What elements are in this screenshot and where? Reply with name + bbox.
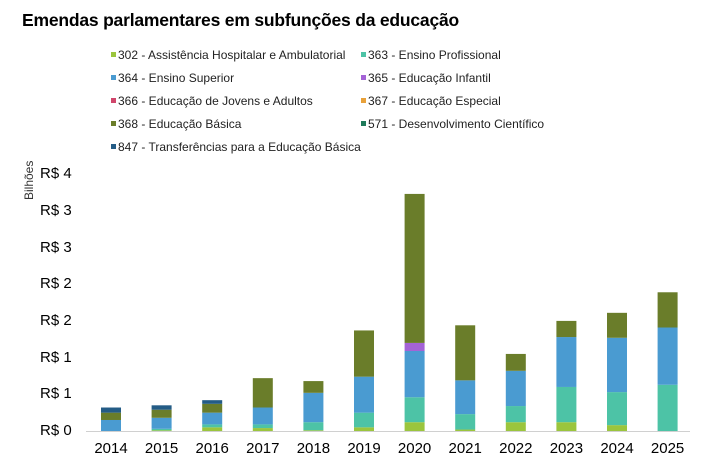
bar-segment [354, 330, 374, 377]
legend-label: 368 - Educação Básica [118, 117, 242, 131]
legend-swatch [361, 121, 366, 127]
bar-segment [202, 412, 223, 425]
bar-segment [657, 384, 678, 431]
legend-item: 847 - Transferências para a Educação Bás… [111, 140, 361, 154]
legend-swatch [361, 75, 366, 81]
legend-item: 367 - Educação Especial [361, 94, 501, 108]
x-tick-label: 2019 [347, 440, 380, 457]
bar-segment [607, 425, 627, 431]
bar-segment [505, 406, 526, 423]
bar-segment [505, 353, 526, 371]
bar-segment [151, 428, 172, 431]
bar-segment [252, 407, 273, 425]
legend-swatch [111, 98, 116, 104]
x-tick-label: 2015 [145, 440, 178, 457]
legend-swatch [111, 144, 116, 150]
legend-item: 363 - Ensino Profissional [361, 48, 501, 62]
x-tick-label: 2014 [94, 440, 127, 457]
y-tick-label: R$ 2 [40, 275, 72, 293]
bar-segment [657, 327, 678, 385]
bar-segment [151, 409, 172, 418]
bar-segment [404, 422, 425, 431]
y-tick-label: R$ 1 [40, 385, 72, 403]
bar-segment [354, 376, 374, 413]
legend-item: 365 - Educação Infantil [361, 71, 491, 85]
legend-label: 847 - Transferências para a Educação Bás… [118, 140, 361, 154]
bar-segment [556, 386, 577, 423]
bar-segment [151, 405, 172, 410]
x-tick-label: 2016 [196, 440, 229, 457]
x-tick-label: 2023 [550, 440, 583, 457]
legend-label: 364 - Ensino Superior [118, 71, 235, 85]
legend-swatch [111, 121, 116, 127]
bar-segment [556, 320, 577, 338]
legend-label: 571 - Desenvolvimento Científico [368, 117, 545, 131]
bar-segment [607, 392, 627, 426]
legend-swatch [361, 52, 366, 58]
legend-swatch [111, 52, 116, 58]
bar-segment [252, 428, 273, 431]
bar-segment [151, 417, 172, 429]
legend-swatch [111, 75, 116, 81]
x-tick-label: 2024 [600, 440, 633, 457]
legend-item: 366 - Educação de Jovens e Adultos [111, 94, 313, 108]
bar-segment [404, 350, 425, 398]
bar-segment [151, 430, 172, 431]
bar-segment [252, 424, 273, 429]
bar-segment [505, 370, 526, 407]
bar-segment [252, 378, 273, 408]
bar-segment [101, 419, 121, 431]
y-tick-label: R$ 0 [40, 422, 72, 439]
bar-segment [404, 342, 425, 351]
bar-segment [202, 427, 223, 431]
bar-segment [455, 380, 476, 415]
bar-segment [556, 337, 577, 387]
bar-segment [556, 422, 577, 431]
x-tick-label: 2025 [651, 440, 684, 457]
legend-label: 367 - Educação Especial [368, 94, 501, 108]
bar-segment [354, 412, 374, 428]
bar-segment [354, 427, 374, 431]
y-tick-label: R$ 2 [40, 311, 72, 329]
bar-segment [101, 407, 121, 413]
y-tick-label: R$ 1 [40, 348, 72, 366]
legend-swatch [361, 98, 366, 104]
y-tick-label: R$ 3 [40, 238, 72, 256]
bar-segment [202, 403, 223, 413]
legend-item: 571 - Desenvolvimento Científico [361, 117, 544, 131]
bar-segment [455, 429, 476, 431]
x-tick-label: 2018 [297, 440, 330, 457]
y-tick-label: R$ 3 [40, 201, 72, 219]
bar-segment [202, 424, 223, 428]
x-tick-label: 2021 [449, 440, 482, 457]
x-tick-label: 2020 [398, 440, 431, 457]
bar-segment [607, 337, 627, 393]
bar-segment [303, 422, 324, 431]
bar-segment [404, 397, 425, 423]
legend-label: 302 - Assistência Hospitalar e Ambulator… [118, 48, 346, 62]
bar-segment [303, 381, 324, 393]
chart-title: Emendas parlamentares em subfunções da e… [22, 10, 460, 30]
legend-item: 368 - Educação Básica [111, 117, 241, 131]
legend-label: 363 - Ensino Profissional [368, 48, 501, 62]
bar-segment [404, 193, 425, 343]
bar-segment [455, 414, 476, 430]
bar-segment [303, 392, 324, 423]
bar-segment [202, 400, 223, 404]
legend-label: 365 - Educação Infantil [368, 71, 491, 85]
bar-segment [607, 312, 627, 338]
y-tick-label: R$ 4 [40, 165, 72, 183]
bar-segment [657, 292, 678, 328]
bar-segment [303, 430, 324, 431]
legend-item: 302 - Assistência Hospitalar e Ambulator… [111, 48, 345, 62]
bar-segment [101, 412, 121, 420]
x-tick-label: 2022 [499, 440, 532, 457]
legend-item: 364 - Ensino Superior [111, 71, 234, 85]
x-tick-label: 2017 [246, 440, 279, 457]
legend-label: 366 - Educação de Jovens e Adultos [118, 94, 313, 108]
bar-segment [505, 422, 526, 431]
bar-segment [455, 325, 476, 381]
